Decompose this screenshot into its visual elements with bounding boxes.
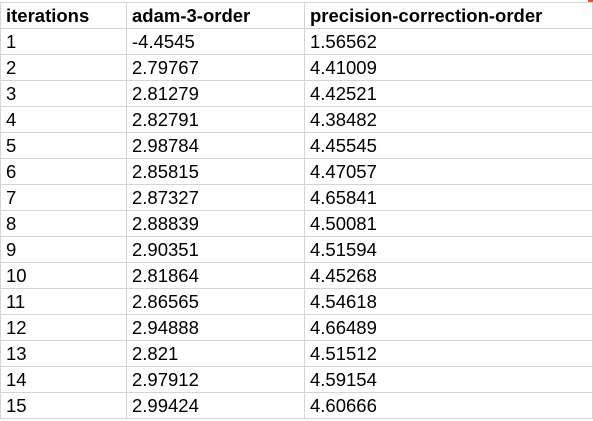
iteration-cell[interactable]: 14: [0, 366, 127, 393]
precision-correction-order-cell[interactable]: 4.45268: [304, 262, 593, 289]
precision-correction-order-cell[interactable]: 4.54618: [304, 288, 593, 315]
precision-correction-order-cell[interactable]: 4.45545: [304, 132, 593, 159]
table-row: 4 2.82791 4.38482: [0, 106, 593, 133]
adam-3-order-cell[interactable]: 2.85815: [126, 158, 305, 185]
adam-3-order-cell[interactable]: 2.99424: [126, 392, 305, 419]
iteration-cell[interactable]: 12: [0, 314, 127, 341]
adam-3-order-cell[interactable]: -4.4545: [126, 28, 305, 55]
precision-correction-order-cell[interactable]: 4.66489: [304, 314, 593, 341]
precision-correction-order-cell[interactable]: 1.56562: [304, 28, 593, 55]
header-row: iterations adam-3-order precision-correc…: [0, 2, 593, 29]
column-header-iterations[interactable]: iterations: [0, 2, 127, 29]
table-row: 15 2.99424 4.60666: [0, 392, 593, 419]
adam-3-order-cell[interactable]: 2.81279: [126, 80, 305, 107]
selection-corner-mark: [588, 0, 593, 2]
adam-3-order-cell[interactable]: 2.79767: [126, 54, 305, 81]
adam-3-order-cell[interactable]: 2.86565: [126, 288, 305, 315]
adam-3-order-cell[interactable]: 2.87327: [126, 184, 305, 211]
column-header-adam-3-order[interactable]: adam-3-order: [126, 2, 305, 29]
precision-correction-order-cell[interactable]: 4.51594: [304, 236, 593, 263]
iteration-cell[interactable]: 3: [0, 80, 127, 107]
table-row: 10 2.81864 4.45268: [0, 262, 593, 289]
table-row: 2 2.79767 4.41009: [0, 54, 593, 81]
adam-3-order-cell[interactable]: 2.94888: [126, 314, 305, 341]
iteration-cell[interactable]: 5: [0, 132, 127, 159]
table-row: 12 2.94888 4.66489: [0, 314, 593, 341]
iteration-cell[interactable]: 8: [0, 210, 127, 237]
table-row: 6 2.85815 4.47057: [0, 158, 593, 185]
iteration-cell[interactable]: 2: [0, 54, 127, 81]
precision-correction-order-cell[interactable]: 4.51512: [304, 340, 593, 367]
iteration-cell[interactable]: 4: [0, 106, 127, 133]
adam-3-order-cell[interactable]: 2.90351: [126, 236, 305, 263]
adam-3-order-cell[interactable]: 2.97912: [126, 366, 305, 393]
adam-3-order-cell[interactable]: 2.81864: [126, 262, 305, 289]
iteration-cell[interactable]: 10: [0, 262, 127, 289]
adam-3-order-cell[interactable]: 2.821: [126, 340, 305, 367]
precision-correction-order-cell[interactable]: 4.65841: [304, 184, 593, 211]
precision-correction-order-cell[interactable]: 4.42521: [304, 80, 593, 107]
iteration-cell[interactable]: 6: [0, 158, 127, 185]
iteration-cell[interactable]: 13: [0, 340, 127, 367]
iteration-cell[interactable]: 11: [0, 288, 127, 315]
table-body: 1 -4.4545 1.56562 2 2.79767 4.41009 3 2.81279 4.…: [0, 28, 593, 419]
precision-correction-order-cell[interactable]: 4.41009: [304, 54, 593, 81]
precision-correction-order-cell[interactable]: 4.60666: [304, 392, 593, 419]
iteration-cell[interactable]: 15: [0, 392, 127, 419]
iteration-cell[interactable]: 7: [0, 184, 127, 211]
table-row: 3 2.81279 4.42521: [0, 80, 593, 107]
precision-correction-order-cell[interactable]: 4.47057: [304, 158, 593, 185]
table-row: 1 -4.4545 1.56562: [0, 28, 593, 55]
precision-correction-order-cell[interactable]: 4.38482: [304, 106, 593, 133]
table-row: 8 2.88839 4.50081: [0, 210, 593, 237]
precision-correction-order-cell[interactable]: 4.59154: [304, 366, 593, 393]
precision-correction-order-cell[interactable]: 4.50081: [304, 210, 593, 237]
table-row: 7 2.87327 4.65841: [0, 184, 593, 211]
table-row: 14 2.97912 4.59154: [0, 366, 593, 393]
table-row: 11 2.86565 4.54618: [0, 288, 593, 315]
adam-3-order-cell[interactable]: 2.82791: [126, 106, 305, 133]
iteration-cell[interactable]: 1: [0, 28, 127, 55]
column-header-precision-correction-order[interactable]: precision-correction-order: [304, 2, 593, 29]
table-row: 9 2.90351 4.51594: [0, 236, 593, 263]
table-row: 13 2.821 4.51512: [0, 340, 593, 367]
adam-3-order-cell[interactable]: 2.98784: [126, 132, 305, 159]
adam-3-order-cell[interactable]: 2.88839: [126, 210, 305, 237]
table-row: 5 2.98784 4.45545: [0, 132, 593, 159]
iteration-cell[interactable]: 9: [0, 236, 127, 263]
